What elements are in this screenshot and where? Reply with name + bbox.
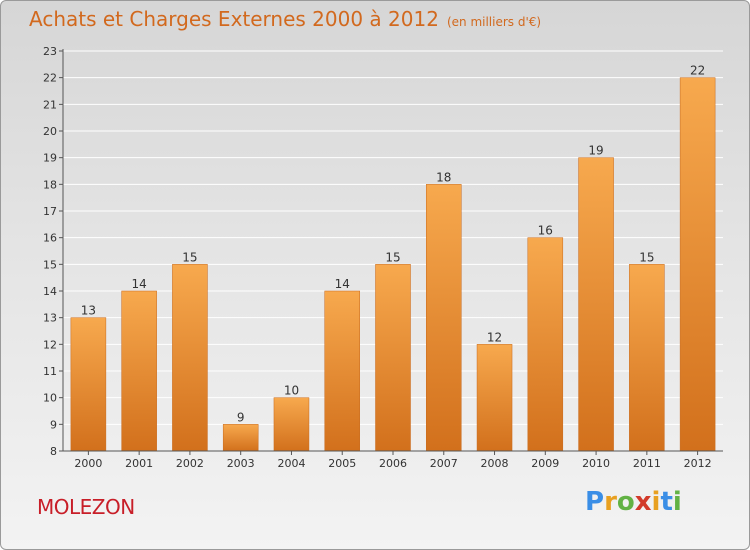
y-tick-label: 12 <box>43 338 57 351</box>
y-tick-label: 10 <box>43 392 57 405</box>
logo-letter: i <box>672 487 682 517</box>
y-tick-label: 23 <box>43 45 57 58</box>
logo-letter: t <box>660 487 673 517</box>
bar <box>426 184 462 452</box>
bar <box>476 344 513 452</box>
axes: 8 9 10 11 12 13 14 15 16 17 18 19 20 21 22 23 2000 2001 20… <box>43 45 723 470</box>
y-tick-label: 16 <box>43 232 57 245</box>
data-label: 19 <box>588 144 603 158</box>
y-tick-label: 14 <box>43 285 57 298</box>
chart-subtitle: (en milliers d'€) <box>446 15 542 29</box>
logo-letter: P <box>585 487 605 517</box>
data-label: 15 <box>639 250 654 264</box>
y-tick-label: 17 <box>43 205 57 218</box>
proxiti-logo: Proxiti <box>585 487 682 517</box>
y-tick-label: 20 <box>43 125 57 138</box>
data-label: 14 <box>132 277 147 291</box>
town-name: MOLEZON <box>37 495 135 519</box>
bar <box>629 264 665 452</box>
bar <box>222 424 259 452</box>
data-label: 10 <box>284 384 299 398</box>
y-tick-label: 18 <box>43 178 57 191</box>
data-label: 18 <box>436 170 451 184</box>
y-tick-label: 15 <box>43 258 57 271</box>
data-label: 15 <box>182 250 197 264</box>
x-tick-label: 2003 <box>227 457 255 470</box>
data-label: 22 <box>690 64 705 78</box>
data-label: 15 <box>385 250 400 264</box>
logo-letter: r <box>604 487 617 517</box>
x-tick-label: 2000 <box>74 457 102 470</box>
data-label: 13 <box>81 304 96 318</box>
x-tick-label: 2001 <box>125 457 153 470</box>
bar <box>172 264 208 452</box>
data-label: 12 <box>487 330 502 344</box>
logo-letter: i <box>651 487 661 517</box>
y-tick-label: 22 <box>43 72 57 85</box>
logo-letter: o <box>616 487 635 517</box>
y-tick-label: 13 <box>43 312 57 325</box>
logo-letter: x <box>634 487 652 517</box>
x-tick-label: 2010 <box>582 457 610 470</box>
bar <box>527 237 564 452</box>
x-tick-label: 2008 <box>481 457 509 470</box>
x-tick-label: 2002 <box>176 457 204 470</box>
bar <box>324 290 360 452</box>
bars: 13 14 15 9 10 14 15 18 12 16 19 15 22 <box>70 64 716 452</box>
x-tick-label: 2011 <box>633 457 661 470</box>
x-tick-label: 2004 <box>277 457 305 470</box>
x-tick-label: 2009 <box>531 457 559 470</box>
data-label: 16 <box>538 224 553 238</box>
x-tick-label: 2005 <box>328 457 356 470</box>
x-tick-label: 2012 <box>684 457 712 470</box>
bar <box>273 397 310 452</box>
x-tick-label: 2007 <box>430 457 458 470</box>
chart-title-text: Achats et Charges Externes 2000 à 2012 <box>29 7 439 31</box>
bar <box>375 264 411 452</box>
bar <box>578 157 614 452</box>
x-tick-label: 2006 <box>379 457 407 470</box>
y-tick-label: 8 <box>50 445 57 458</box>
chart-title: Achats et Charges Externes 2000 à 2012 (e… <box>29 7 541 31</box>
bar <box>70 317 107 452</box>
data-label: 14 <box>335 277 350 291</box>
y-tick-label: 9 <box>50 418 57 431</box>
bar <box>679 77 716 452</box>
data-label: 9 <box>237 410 245 424</box>
y-tick-label: 11 <box>43 365 57 378</box>
bar <box>121 290 157 452</box>
y-tick-label: 19 <box>43 152 57 165</box>
y-tick-label: 21 <box>43 98 57 111</box>
